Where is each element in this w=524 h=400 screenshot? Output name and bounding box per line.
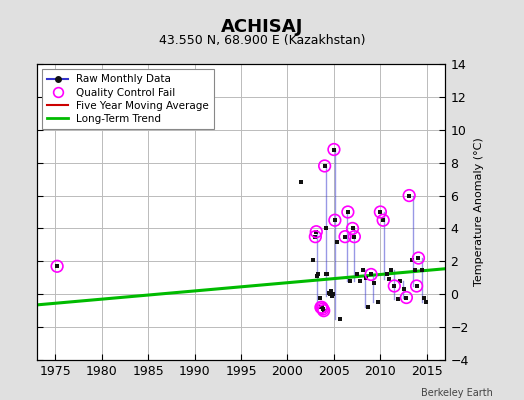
Point [350, 234, 358, 240]
Point [376, 209, 385, 215]
Point [333, 238, 341, 245]
Text: Berkeley Earth: Berkeley Earth [421, 388, 493, 398]
Point [331, 217, 339, 224]
Point [53, 263, 61, 270]
Point [386, 266, 395, 273]
Point [394, 296, 402, 302]
Point [414, 255, 423, 261]
Point [420, 294, 428, 301]
Point [331, 217, 339, 224]
Point [323, 271, 332, 278]
Point [321, 163, 329, 169]
Point [345, 278, 354, 284]
Point [321, 163, 329, 169]
Point [326, 291, 334, 298]
Point [418, 266, 427, 273]
Point [408, 256, 416, 263]
Point [316, 294, 324, 301]
Point [322, 271, 331, 278]
Point [316, 304, 325, 310]
Point [385, 276, 393, 283]
Point [412, 283, 421, 289]
Y-axis label: Temperature Anomaly (°C): Temperature Anomaly (°C) [474, 138, 484, 286]
Point [399, 286, 408, 292]
Point [318, 304, 326, 310]
Point [320, 308, 328, 314]
Text: ACHISAJ: ACHISAJ [221, 18, 303, 36]
Point [330, 146, 338, 153]
Point [330, 146, 338, 153]
Point [341, 234, 350, 240]
Point [414, 255, 423, 261]
Text: 43.550 N, 68.900 E (Kazakhstan): 43.550 N, 68.900 E (Kazakhstan) [159, 34, 365, 47]
Point [379, 217, 387, 224]
Point [353, 271, 362, 278]
Point [312, 228, 321, 235]
Point [422, 299, 430, 306]
Point [350, 234, 358, 240]
Point [344, 209, 352, 215]
Point [405, 192, 413, 199]
Point [316, 304, 325, 310]
Point [390, 283, 399, 289]
Point [374, 299, 382, 306]
Legend: Raw Monthly Data, Quality Control Fail, Five Year Moving Average, Long-Term Tren: Raw Monthly Data, Quality Control Fail, … [42, 69, 214, 129]
Point [367, 271, 375, 278]
Point [327, 288, 335, 294]
Point [405, 192, 413, 199]
Point [314, 271, 322, 278]
Point [411, 266, 419, 273]
Point [341, 234, 350, 240]
Point [390, 283, 399, 289]
Point [309, 256, 318, 263]
Point [311, 234, 320, 240]
Point [383, 271, 391, 278]
Point [325, 289, 333, 296]
Point [364, 304, 373, 310]
Point [379, 217, 387, 224]
Point [348, 225, 357, 232]
Point [297, 179, 305, 186]
Point [311, 234, 320, 240]
Point [319, 306, 327, 312]
Point [356, 278, 364, 284]
Point [320, 308, 328, 314]
Point [412, 283, 421, 289]
Point [335, 316, 344, 322]
Point [369, 280, 378, 286]
Point [362, 274, 370, 281]
Point [53, 263, 61, 270]
Point [376, 209, 385, 215]
Point [348, 225, 357, 232]
Point [358, 266, 367, 273]
Point [396, 278, 404, 284]
Point [313, 273, 321, 279]
Point [312, 228, 321, 235]
Point [402, 294, 411, 301]
Point [329, 291, 337, 298]
Point [318, 304, 326, 310]
Point [344, 209, 352, 215]
Point [402, 294, 411, 301]
Point [319, 306, 327, 312]
Point [328, 293, 336, 299]
Point [367, 271, 375, 278]
Point [321, 225, 330, 232]
